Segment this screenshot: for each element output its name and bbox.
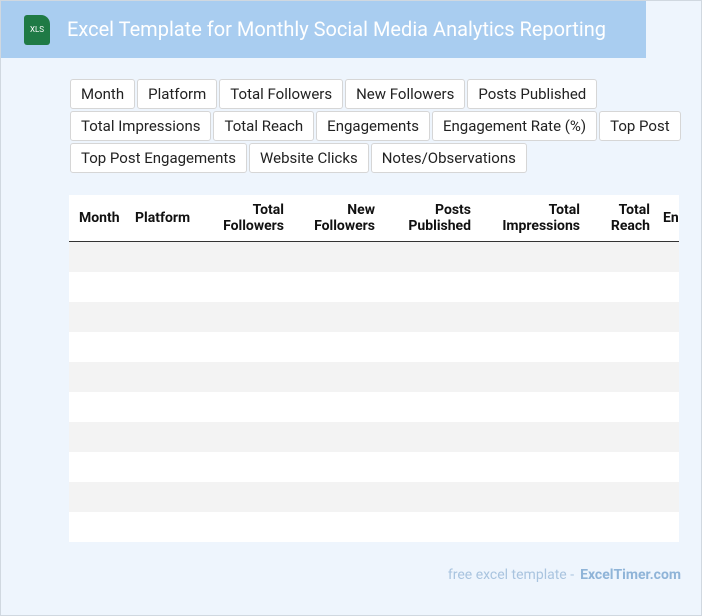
footer: free excel template - ExcelTimer.com (448, 567, 681, 583)
title: Excel Template for Monthly Social Media … (67, 17, 606, 41)
tag[interactable]: Total Reach (213, 111, 315, 141)
tag[interactable]: Website Clicks (249, 143, 369, 173)
column-header: Total Reach (610, 202, 650, 234)
table-row (69, 422, 679, 452)
table-row (69, 242, 679, 272)
table-row (69, 452, 679, 482)
table-row (69, 362, 679, 392)
column-header: Posts Published (408, 202, 471, 234)
tag[interactable]: Platform (137, 79, 218, 109)
footer-link[interactable]: ExcelTimer.com (580, 567, 681, 583)
tag[interactable]: Month (70, 79, 136, 109)
table-row (69, 512, 679, 542)
tag[interactable]: Posts Published (467, 79, 598, 109)
tag[interactable]: Top Post Engagements (70, 143, 248, 173)
table-body (69, 242, 679, 542)
table-header: Month Platform Total Followers New Follower… (69, 195, 679, 242)
tag[interactable]: Total Impressions (70, 111, 212, 141)
header: XLS Excel Template for Monthly Social Me… (1, 1, 646, 58)
table-row (69, 482, 679, 512)
column-header: Total Impressions (502, 202, 580, 234)
footer-text: free excel template - (447, 567, 575, 583)
table-row (69, 302, 679, 332)
tag[interactable]: Engagements (316, 111, 430, 141)
table-row (69, 392, 679, 422)
tag-list: Month Platform Total Followers New Follower… (70, 79, 685, 173)
table: Month Platform Total Followers New Follower… (69, 195, 679, 542)
tag[interactable]: Total Followers (219, 79, 344, 109)
file-icon: XLS (24, 15, 50, 45)
tag[interactable]: Notes/Observations (370, 143, 527, 173)
column-header: Month (79, 210, 120, 226)
tag[interactable]: New Followers (345, 79, 466, 109)
tag[interactable]: Engagement Rate (%) (431, 111, 598, 141)
table-row (69, 272, 679, 302)
column-header: Platform (135, 210, 191, 226)
column-header: New Followers (314, 202, 375, 234)
tag[interactable]: Top Post (599, 111, 681, 141)
table-row (69, 332, 679, 362)
column-header: Engagements (663, 210, 679, 226)
column-header: Total Followers (223, 202, 284, 234)
